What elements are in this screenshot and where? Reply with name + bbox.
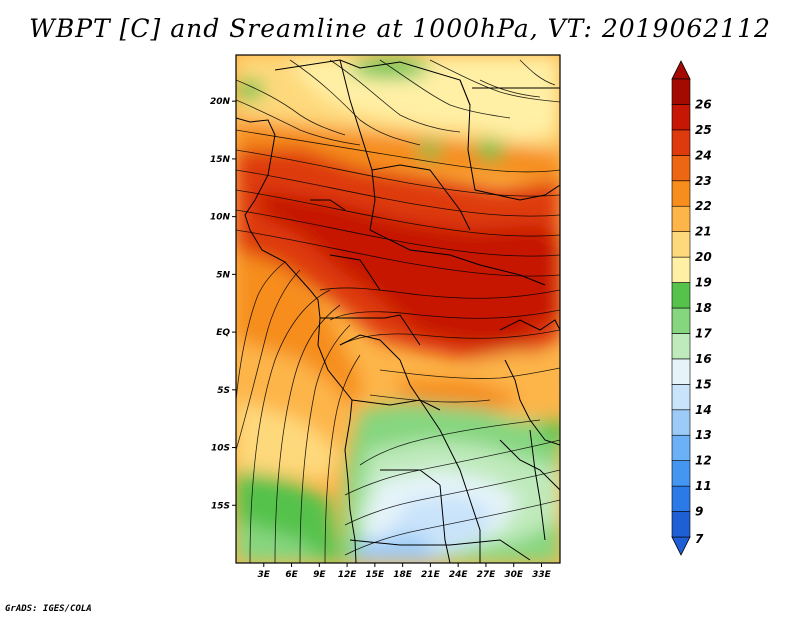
borders — [236, 59, 560, 563]
colorbar-label: 9 — [695, 505, 703, 519]
colorbar-label: 16 — [695, 352, 712, 366]
y-tick-label: 5N — [216, 270, 230, 280]
x-tick-label: 30E — [504, 570, 524, 580]
colorbar-swatch — [671, 485, 691, 512]
colorbar-label: 26 — [695, 97, 712, 111]
colorbar-label: 11 — [695, 479, 712, 493]
colorbar-swatch — [671, 333, 691, 360]
x-tick-label: 12E — [338, 570, 358, 580]
colorbar-label: 23 — [695, 174, 712, 188]
footer-credit: GrADS: IGES/COLA — [5, 604, 92, 614]
y-tick-label: 10N — [210, 213, 231, 223]
x-tick-label: 27E — [477, 570, 497, 580]
colorbar-label: 19 — [695, 276, 712, 290]
x-tick-label: 15E — [366, 570, 386, 580]
x-tick-label: 21E — [421, 570, 441, 580]
colorbar-swatch — [671, 358, 691, 385]
colorbar-swatch — [671, 180, 691, 207]
streamlines — [236, 59, 560, 563]
colorbar-swatch — [671, 460, 691, 487]
colorbar-label: 12 — [695, 454, 712, 468]
y-tick-label: EQ — [216, 328, 230, 338]
map-frame — [235, 54, 561, 564]
colorbar-swatch — [671, 511, 691, 538]
x-tick-label: 6E — [285, 570, 298, 580]
y-tick-label: 15S — [211, 501, 230, 511]
colorbar: 7 9 11 12 13 14 15 16 17 18 19 20 21 22 23 24 25 26 — [671, 60, 712, 556]
colorbar-label: 25 — [695, 123, 712, 137]
colorbar-swatch — [671, 434, 691, 461]
colorbar-swatch — [671, 307, 691, 334]
colorbar-swatch — [671, 104, 691, 131]
colorbar-low-arrow — [671, 536, 691, 556]
map-title: WBPT [C] and Sreamline at 1000hPa, VT: 2… — [29, 14, 771, 43]
x-tick-label: 33E — [532, 570, 552, 580]
colorbar-swatch — [671, 282, 691, 309]
colorbar-swatch — [671, 78, 691, 105]
colorbar-label: 14 — [695, 403, 712, 417]
colorbar-high-arrow — [671, 60, 691, 80]
colorbar-label: 17 — [695, 326, 712, 340]
colorbar-swatch — [671, 231, 691, 258]
x-tick-label: 9E — [313, 570, 326, 580]
colorbar-label: 7 — [695, 532, 704, 546]
y-tick-label: 5S — [217, 386, 230, 396]
colorbar-label: 15 — [695, 377, 712, 391]
x-axis: 3E 6E 9E 12E 15E 18E 21E 24E 27E 30E 33E — [258, 563, 552, 580]
colorbar-swatch — [671, 256, 691, 283]
x-tick-label: 3E — [258, 570, 271, 580]
colorbar-swatch — [671, 384, 691, 411]
colorbar-swatch — [671, 129, 691, 156]
y-axis: 20N 15N 10N 5N EQ 5S 10S 15S — [210, 97, 236, 511]
y-tick-label: 20N — [210, 97, 231, 107]
colorbar-swatch — [671, 155, 691, 182]
wbpt-field — [236, 55, 560, 563]
colorbar-label: 13 — [695, 428, 712, 442]
y-tick-label: 15N — [210, 155, 231, 165]
x-tick-label: 24E — [449, 570, 469, 580]
colorbar-label: 20 — [695, 250, 712, 264]
colorbar-label: 22 — [695, 199, 712, 213]
colorbar-label: 18 — [695, 301, 712, 315]
x-tick-label: 18E — [393, 570, 413, 580]
y-tick-label: 10S — [211, 444, 230, 454]
colorbar-label: 24 — [695, 148, 712, 162]
colorbar-swatch — [671, 205, 691, 232]
colorbar-label: 21 — [695, 225, 712, 239]
colorbar-swatch — [671, 409, 691, 436]
